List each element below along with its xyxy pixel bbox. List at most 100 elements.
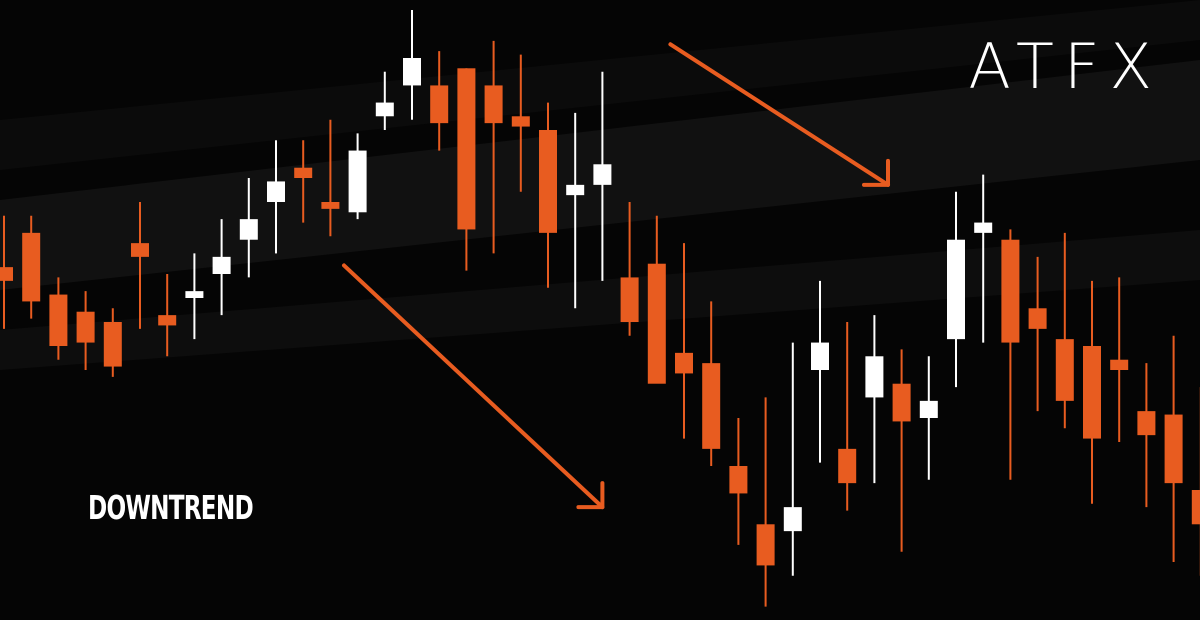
candle-body bbox=[49, 294, 68, 346]
candles bbox=[0, 10, 1200, 607]
candle bbox=[321, 119, 340, 237]
candle bbox=[375, 71, 394, 130]
candle bbox=[403, 10, 421, 120]
candle bbox=[702, 301, 721, 466]
candle-body bbox=[267, 181, 285, 202]
candle bbox=[838, 322, 857, 511]
candle bbox=[539, 102, 557, 288]
candle-body bbox=[756, 524, 775, 566]
candle-body bbox=[1028, 308, 1047, 329]
candle-body bbox=[1001, 239, 1020, 343]
candle-body bbox=[702, 363, 721, 449]
trend-arrows bbox=[342, 42, 890, 510]
trend-arrow bbox=[342, 263, 605, 510]
candle bbox=[865, 315, 884, 484]
candle bbox=[49, 277, 68, 360]
candle bbox=[892, 349, 911, 552]
candle-body bbox=[185, 291, 204, 298]
candle-body bbox=[76, 311, 95, 343]
candle bbox=[1083, 280, 1101, 504]
candle-body bbox=[539, 130, 557, 233]
candle bbox=[566, 112, 585, 309]
candle bbox=[1028, 256, 1047, 412]
candle-body bbox=[947, 239, 965, 340]
candle-body bbox=[0, 267, 13, 281]
candle bbox=[1164, 335, 1183, 562]
candle-body bbox=[566, 184, 585, 196]
candle bbox=[294, 140, 313, 223]
candle bbox=[76, 291, 95, 370]
candle bbox=[239, 178, 258, 278]
candle-body bbox=[22, 232, 41, 302]
candle bbox=[729, 418, 748, 545]
candle bbox=[267, 140, 285, 254]
candle bbox=[22, 215, 41, 319]
candle bbox=[185, 253, 204, 340]
downtrend-label: DOWNTREND bbox=[88, 488, 254, 527]
candle-body bbox=[919, 400, 938, 418]
candle-body bbox=[1083, 346, 1101, 439]
arrow-head bbox=[576, 481, 605, 510]
candle-body bbox=[1110, 359, 1129, 370]
candle bbox=[511, 54, 530, 192]
candle bbox=[974, 174, 993, 343]
candle bbox=[348, 133, 367, 220]
candle-body bbox=[892, 383, 911, 422]
candle bbox=[131, 202, 149, 329]
arrow-shaft bbox=[342, 263, 605, 510]
arrow-shaft bbox=[668, 42, 890, 187]
candle bbox=[1055, 232, 1074, 429]
candle bbox=[158, 274, 177, 357]
candle bbox=[756, 397, 775, 607]
candle-body bbox=[430, 85, 449, 124]
candle bbox=[212, 219, 231, 316]
candle bbox=[811, 280, 829, 463]
candle bbox=[1137, 363, 1156, 508]
candle-body bbox=[158, 315, 177, 326]
candle-body bbox=[593, 164, 612, 185]
candle-body bbox=[974, 222, 993, 233]
candle-body bbox=[647, 263, 666, 384]
candle-body bbox=[375, 102, 394, 117]
candle-body bbox=[838, 448, 857, 484]
candle-body bbox=[1137, 411, 1156, 436]
candle bbox=[919, 356, 938, 480]
arrow-head bbox=[862, 158, 890, 187]
candle bbox=[1191, 387, 1200, 576]
candle-body bbox=[1055, 339, 1074, 401]
candle bbox=[1001, 229, 1020, 480]
candle-body bbox=[103, 322, 122, 367]
candle-body bbox=[511, 116, 530, 127]
candle-body bbox=[675, 352, 693, 374]
candle-body bbox=[239, 219, 258, 240]
candle bbox=[103, 308, 122, 377]
candle bbox=[647, 215, 666, 384]
candle-body bbox=[484, 85, 503, 124]
candle-body bbox=[131, 243, 149, 257]
candle bbox=[620, 202, 639, 336]
candle bbox=[1110, 277, 1129, 442]
candle-body bbox=[457, 68, 476, 230]
candle bbox=[484, 40, 503, 254]
candle bbox=[947, 191, 965, 388]
candle-body bbox=[321, 202, 340, 209]
candle-body bbox=[403, 58, 421, 86]
candle-body bbox=[620, 277, 639, 322]
candle-body bbox=[783, 507, 802, 532]
candle-body bbox=[1191, 490, 1200, 525]
candle-body bbox=[294, 167, 313, 178]
candle-body bbox=[729, 466, 748, 494]
candle bbox=[0, 215, 13, 329]
atfx-logo: ATFX bbox=[968, 30, 1162, 103]
candle-body bbox=[865, 356, 884, 398]
trend-arrow bbox=[668, 42, 890, 187]
candle-body bbox=[348, 150, 367, 213]
candle-body bbox=[1164, 414, 1183, 484]
candle bbox=[783, 342, 802, 576]
candle-body bbox=[811, 342, 829, 370]
candle bbox=[457, 68, 476, 271]
candle bbox=[593, 71, 612, 281]
candle bbox=[430, 51, 449, 151]
